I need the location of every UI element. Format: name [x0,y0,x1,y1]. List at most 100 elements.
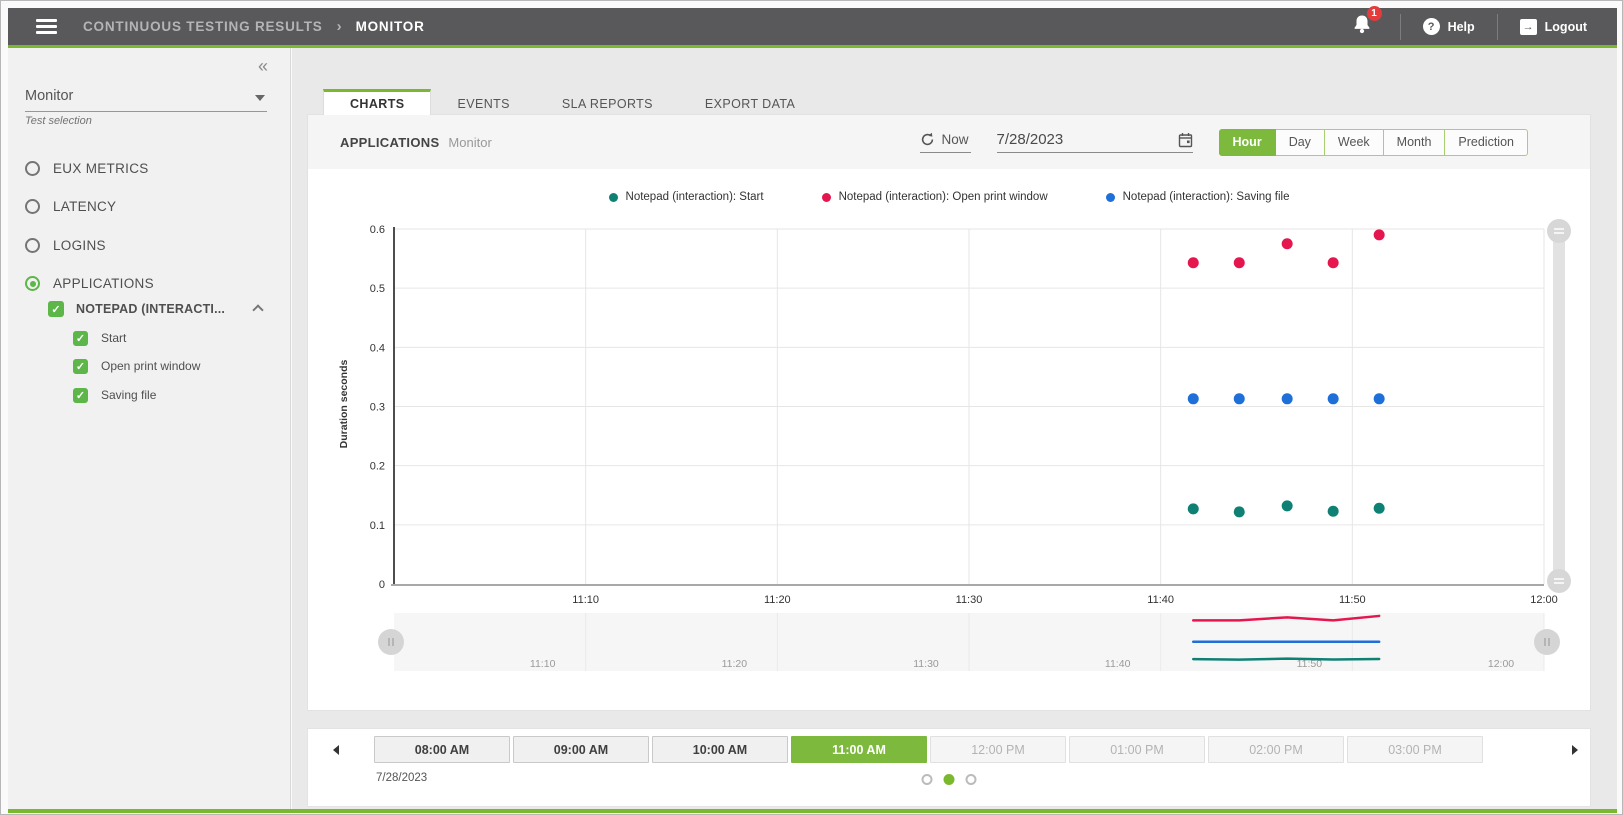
calendar-icon [1178,132,1192,147]
logout-icon: → [1519,18,1537,35]
svg-text:0.3: 0.3 [370,402,385,414]
footer-accent-line [8,809,1617,813]
header-accent-line [8,45,1617,48]
legend-dot-icon [1105,192,1115,202]
svg-text:11:40: 11:40 [1147,594,1174,606]
svg-text:12:00: 12:00 [1530,594,1558,606]
tree-item-notepad[interactable]: ✓ NOTEPAD (INTERACTI... [48,295,273,323]
radio-icon [25,237,40,253]
timeline-left-handle[interactable] [378,629,404,655]
tab-events[interactable]: EVENTS [457,96,510,111]
hour-button[interactable]: 11:00 AM [791,736,927,763]
breadcrumb-separator-icon: › [336,18,342,35]
chart-toolbar: APPLICATIONS Monitor Now 7/28/2023 [308,115,1590,169]
range-prediction-button[interactable]: Prediction [1444,128,1528,156]
next-hours-arrow-icon[interactable] [1572,745,1578,755]
panel-title: APPLICATIONS [340,134,440,150]
range-month-button[interactable]: Month [1382,128,1446,156]
logout-label: Logout [1544,19,1587,34]
svg-text:0.4: 0.4 [370,342,385,354]
checkbox-icon[interactable]: ✓ [73,387,88,403]
hour-button[interactable]: 10:00 AM [652,736,788,763]
hour-button[interactable]: 08:00 AM [374,736,510,763]
collapse-sidebar-icon[interactable]: « [257,56,268,76]
y-range-slider-top-handle[interactable] [1547,219,1571,243]
radio-applications[interactable]: APPLICATIONS [25,265,275,304]
header-divider [1496,13,1498,40]
notifications-button[interactable]: 1 [1346,6,1382,41]
hour-button[interactable]: 02:00 PM [1208,736,1344,763]
checkbox-icon[interactable]: ✓ [73,330,88,346]
help-icon: ? [1422,18,1440,35]
svg-text:11:20: 11:20 [722,658,748,670]
range-button-group: Hour Day Week Month Prediction [1218,128,1528,156]
svg-text:11:30: 11:30 [913,658,939,670]
tree-item-start[interactable]: ✓ Start [73,324,273,352]
range-week-button[interactable]: Week [1323,128,1384,156]
pagination-dots [921,774,977,785]
svg-text:0.6: 0.6 [370,224,385,236]
radio-icon [25,276,40,292]
radio-logins[interactable]: LOGINS [25,226,275,265]
breadcrumb-app-title[interactable]: CONTINUOUS TESTING RESULTS [83,19,323,34]
hour-selector-strip: 08:00 AM 09:00 AM 10:00 AM 11:00 AM 12:0… [307,728,1591,807]
hamburger-menu-icon[interactable] [36,19,57,34]
help-label: Help [1447,19,1475,34]
page-dot[interactable] [965,774,977,785]
tab-charts[interactable]: CHARTS [323,89,432,115]
legend-dot-icon [821,192,831,202]
date-value: 7/28/2023 [996,131,1064,148]
timeline-right-handle[interactable] [1534,629,1560,655]
radio-latency[interactable]: LATENCY [25,188,275,227]
svg-text:11:30: 11:30 [956,594,983,606]
now-label: Now [941,131,969,147]
svg-text:11:20: 11:20 [764,594,791,606]
svg-text:11:10: 11:10 [572,594,599,606]
header-divider [1399,13,1401,40]
hour-button[interactable]: 12:00 PM [930,736,1066,763]
svg-text:0: 0 [379,579,385,591]
page-dot[interactable] [921,774,933,785]
notification-badge: 1 [1366,6,1382,21]
range-day-button[interactable]: Day [1274,128,1325,156]
previous-hours-arrow-icon[interactable] [333,745,339,755]
legend-item-open-print-window[interactable]: Notepad (interaction): Open print window [821,191,1048,203]
svg-text:0.2: 0.2 [370,461,385,473]
logout-button[interactable]: → Logout [1519,18,1587,35]
tree-item-saving-file[interactable]: ✓ Saving file [73,381,273,409]
svg-text:11:50: 11:50 [1339,594,1366,606]
radio-eux-metrics[interactable]: EUX METRICS [25,149,275,188]
hour-button[interactable]: 09:00 AM [513,736,649,763]
toolbar-controls: Now 7/28/2023 Hour Day Week Month Predic… [919,128,1528,156]
tree-item-open-print-window[interactable]: ✓ Open print window [73,352,273,380]
help-button[interactable]: ? Help [1422,18,1475,35]
tab-bar: CHARTS EVENTS SLA REPORTS EXPORT DATA [323,89,821,115]
hour-button[interactable]: 01:00 PM [1069,736,1205,763]
tab-export-data[interactable]: EXPORT DATA [704,96,796,111]
tab-sla-reports[interactable]: SLA REPORTS [561,96,653,111]
hour-button[interactable]: 03:00 PM [1347,736,1483,763]
range-hour-button[interactable]: Hour [1218,128,1276,156]
checkbox-icon[interactable]: ✓ [48,301,64,317]
svg-text:12:00: 12:00 [1488,658,1514,670]
y-range-slider-bottom-handle[interactable] [1547,569,1571,593]
legend-item-start[interactable]: Notepad (interaction): Start [608,191,764,203]
legend-item-saving-file[interactable]: Notepad (interaction): Saving file [1105,191,1289,203]
svg-text:11:10: 11:10 [530,658,556,670]
main-chart: 0 0.1 0.2 0.3 0.4 0.5 0.6 11:10 11:20 11:30 11:40 1… [370,219,1571,671]
test-dropdown-value: Monitor [25,88,74,104]
page-dot[interactable] [943,774,955,785]
svg-text:0.1: 0.1 [370,520,385,532]
y-range-slider-track[interactable] [1553,229,1565,584]
chevron-down-icon [255,95,265,101]
now-button[interactable]: Now [919,131,971,153]
header-actions: 1 ? Help → Logout [1346,6,1587,41]
chevron-up-icon[interactable] [252,304,264,316]
legend-dot-icon [608,192,618,202]
test-dropdown[interactable]: Monitor [25,88,267,112]
checkbox-icon[interactable]: ✓ [73,358,88,374]
header-bar: CONTINUOUS TESTING RESULTS › MONITOR 1 ?… [8,6,1617,45]
svg-text:11:50: 11:50 [1297,658,1323,670]
date-picker[interactable]: 7/28/2023 [996,131,1193,153]
